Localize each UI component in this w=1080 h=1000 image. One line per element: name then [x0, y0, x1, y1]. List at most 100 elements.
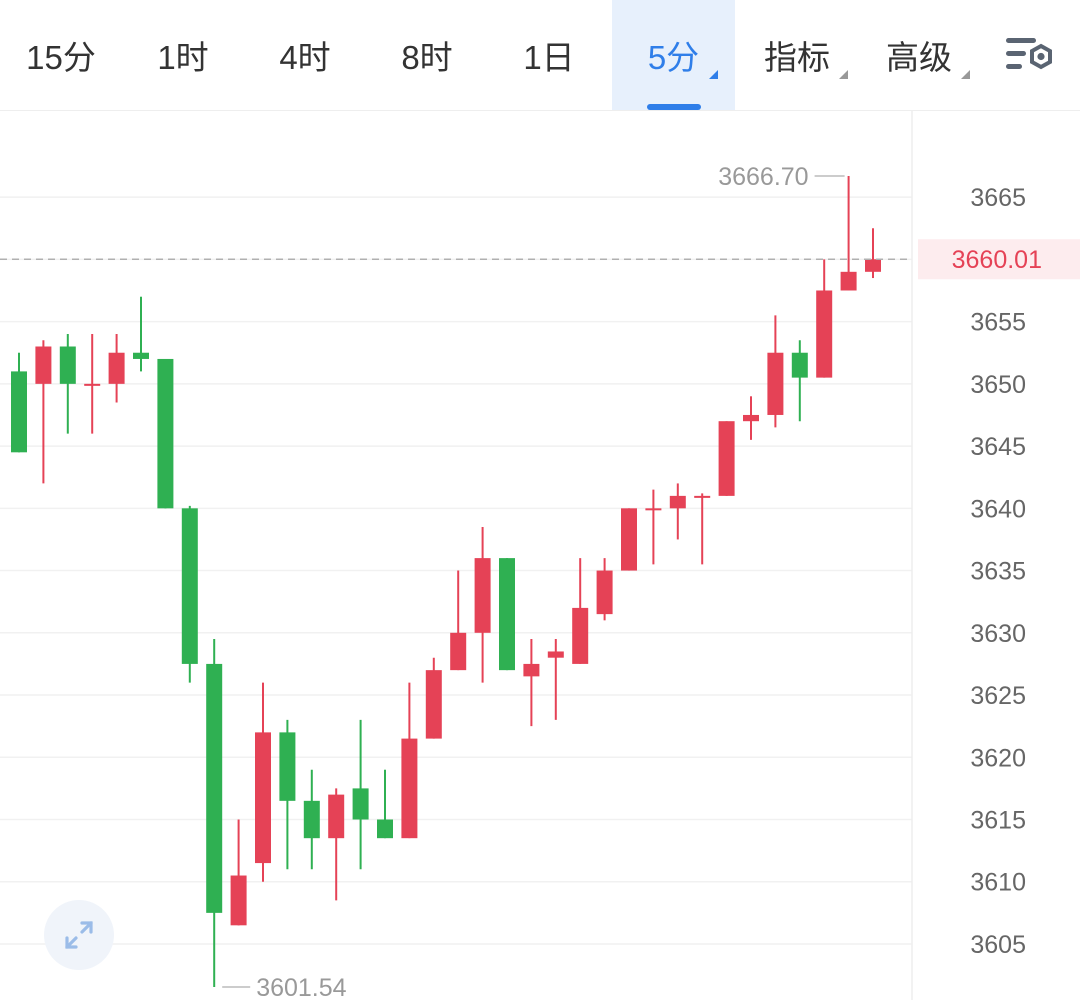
candle-body [328, 794, 345, 839]
tab-5min[interactable]: 5分 [612, 0, 735, 110]
candle [133, 296, 149, 372]
candle-body [645, 508, 662, 511]
candle [206, 639, 223, 988]
tab-label: 4时 [279, 39, 331, 76]
candle [279, 719, 296, 870]
chart-settings-button[interactable] [990, 0, 1070, 110]
tab-15min[interactable]: 15分 [0, 0, 122, 110]
price-tick-label: 3620 [970, 744, 1026, 772]
current-price-label: 3660.01 [952, 246, 1042, 274]
candle [694, 493, 711, 565]
tab-advanced[interactable]: 高级 [858, 0, 980, 110]
candle-body [255, 732, 271, 864]
candle [35, 340, 52, 484]
candle [230, 819, 247, 926]
candle-body [108, 352, 125, 384]
price-axis: 3665 3655 3650 3645 3640 3635 3630 3625 3620 3615… [970, 184, 1026, 959]
max-price-label: 3666.70 [718, 163, 808, 191]
tab-label: 高级 [886, 39, 952, 76]
candle [572, 558, 589, 664]
candle-body [596, 570, 613, 615]
extreme-labels: 3666.70 3601.54 [222, 163, 845, 1000]
price-tick-label: 3650 [970, 371, 1026, 399]
candle [450, 570, 467, 671]
candle-body [181, 508, 198, 664]
candle [255, 682, 271, 882]
candle [840, 175, 857, 291]
candles [11, 175, 881, 988]
candle [596, 558, 613, 621]
tab-8h[interactable]: 8时 [366, 0, 488, 110]
price-tick-label: 3605 [970, 931, 1026, 959]
candle [621, 508, 637, 571]
candle-body [401, 738, 418, 839]
tab-label: 5分 [647, 39, 700, 76]
price-tick-label: 3655 [970, 309, 1026, 337]
timeframe-toolbar: 15分 1时 4时 8时 1日 5分 指标 高级 [0, 0, 1080, 111]
candle-body [206, 663, 223, 913]
price-tick-label: 3635 [970, 558, 1026, 586]
candle [181, 505, 198, 683]
tab-indicators[interactable]: 指标 [736, 0, 858, 110]
chart-settings-icon [1006, 38, 1052, 70]
candle-body [547, 651, 564, 658]
price-tick-label: 3625 [970, 682, 1026, 710]
candle-body [425, 670, 442, 739]
candle [303, 769, 320, 870]
candle [425, 657, 442, 739]
candle [84, 334, 101, 434]
candle [499, 558, 515, 671]
candle [816, 259, 833, 378]
candle-body [669, 495, 686, 509]
candle [547, 639, 564, 720]
tab-4h[interactable]: 4时 [244, 0, 366, 110]
candle-body [11, 371, 27, 453]
candle [865, 228, 881, 279]
candle-body [499, 558, 515, 671]
candle-body [84, 383, 101, 386]
candle [523, 639, 540, 727]
expand-chart-button[interactable] [44, 900, 114, 970]
candle [401, 682, 418, 839]
price-tick-label: 3630 [970, 620, 1026, 648]
chart-grid [0, 196, 912, 945]
candle [791, 340, 808, 422]
price-tick-label: 3615 [970, 807, 1026, 835]
candle-body [743, 414, 759, 422]
candle [767, 315, 784, 428]
tab-1d[interactable]: 1日 [488, 0, 610, 110]
candle-body [840, 271, 857, 291]
min-price-label: 3601.54 [256, 974, 346, 1000]
tab-label: 1时 [157, 39, 209, 76]
candle-body [377, 819, 393, 839]
candle-body [621, 508, 637, 571]
tab-1h[interactable]: 1时 [122, 0, 244, 110]
candle-body [279, 732, 296, 801]
tab-label: 指标 [764, 39, 830, 76]
candle-body [474, 558, 491, 633]
candle-body [157, 358, 174, 509]
candle-body [572, 607, 589, 664]
candle [11, 352, 27, 453]
candle-body [133, 352, 149, 359]
price-tick-label: 3610 [970, 869, 1026, 897]
candlestick-chart[interactable]: 3665 3655 3650 3645 3640 3635 3630 3625 3620 3615… [0, 110, 1080, 1000]
candle-body [523, 663, 540, 677]
candle [669, 483, 686, 540]
candle-body [767, 352, 784, 415]
price-tick-label: 3665 [970, 184, 1026, 212]
tab-label: 1日 [523, 39, 575, 76]
tab-label: 15分 [26, 39, 96, 76]
candle [645, 489, 662, 565]
tab-label: 8时 [401, 39, 453, 76]
candle [59, 334, 76, 434]
active-tab-indicator [646, 104, 701, 110]
candle [377, 769, 393, 839]
candle-body [865, 259, 881, 272]
current-price-badge [918, 239, 1080, 280]
candle-body [35, 346, 52, 384]
dropdown-caret-icon [839, 70, 848, 79]
current-price-marker: 3660.01 [0, 239, 1080, 280]
candle-body [450, 632, 467, 671]
candle [328, 788, 345, 901]
